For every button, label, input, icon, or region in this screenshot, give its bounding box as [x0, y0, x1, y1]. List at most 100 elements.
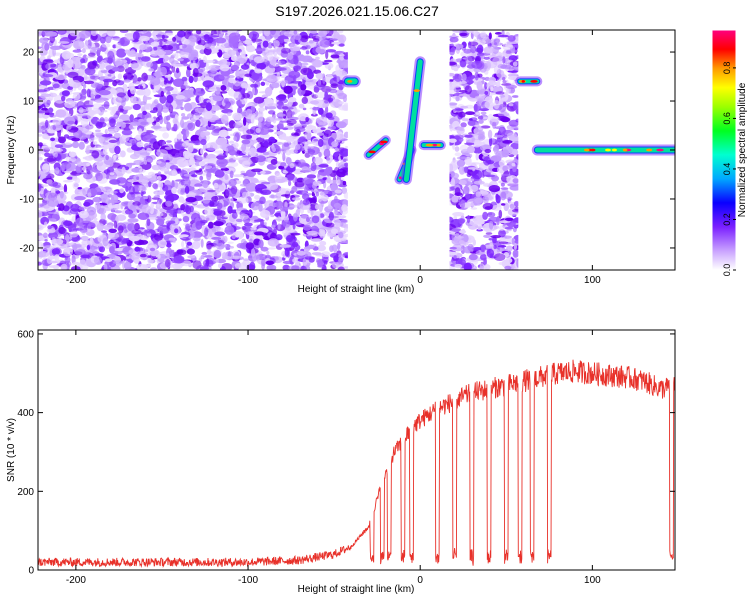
noise-blob [192, 260, 202, 270]
noise-blob [250, 105, 256, 113]
noise-blob [497, 111, 510, 117]
noise-blob [289, 43, 297, 52]
noise-blob [451, 228, 461, 232]
noise-blob [123, 261, 132, 270]
noise-blob [493, 99, 500, 110]
noise-blob [84, 40, 89, 46]
noise-blob [311, 233, 318, 237]
noise-blob [65, 156, 77, 163]
noise-blob [483, 46, 494, 54]
noise-blob [505, 84, 517, 89]
noise-blob [290, 80, 303, 84]
noise-blob [254, 194, 261, 200]
noise-blob [78, 107, 84, 114]
noise-blob [227, 161, 239, 167]
noise-blob [213, 249, 222, 259]
noise-blob [335, 121, 347, 129]
noise-blob [77, 68, 85, 77]
noise-blob [174, 152, 182, 158]
noise-blob [266, 105, 277, 110]
noise-blob [80, 254, 91, 259]
noise-blob [324, 100, 329, 104]
noise-blob [488, 80, 495, 86]
noise-blob [469, 218, 476, 226]
noise-blob [495, 193, 499, 200]
noise-blob [162, 132, 170, 139]
noise-blob [53, 151, 58, 158]
noise-blob [225, 247, 231, 250]
noise-blob [74, 249, 87, 256]
noise-blob [305, 79, 314, 83]
noise-blob [103, 263, 108, 270]
noise-blob [39, 251, 49, 258]
noise-blob [493, 134, 503, 138]
noise-blob [291, 265, 300, 270]
noise-blob [67, 120, 75, 125]
noise-blob [169, 56, 175, 64]
noise-blob [205, 61, 209, 71]
noise-blob [72, 141, 80, 149]
noise-blob [479, 263, 484, 270]
noise-blob [460, 122, 467, 128]
noise-blob [184, 185, 190, 194]
noise-blob [315, 191, 320, 197]
data-gap [518, 30, 533, 270]
noise-blob [64, 255, 71, 264]
noise-blob [341, 187, 348, 195]
colorbar-tick-label: 0.6 [722, 112, 732, 125]
noise-blob [325, 49, 337, 53]
noise-blob [485, 232, 493, 235]
noise-blob [313, 156, 323, 165]
noise-blob [107, 232, 120, 240]
spectrogram-ytick-label: -20 [20, 243, 35, 254]
noise-blob [127, 218, 139, 223]
noise-blob [318, 151, 322, 158]
noise-blob [108, 204, 120, 209]
noise-blob [339, 148, 350, 157]
noise-blob [473, 103, 478, 113]
noise-blob [127, 222, 136, 232]
noise-blob [38, 149, 43, 155]
noise-blob [287, 53, 294, 60]
noise-blob [208, 35, 220, 38]
noise-blob [334, 189, 342, 194]
noise-blob [277, 215, 281, 223]
noise-blob [113, 132, 121, 138]
noise-blob [495, 81, 501, 88]
noise-blob [509, 167, 520, 177]
noise-blob [251, 168, 263, 173]
noise-blob [101, 133, 113, 137]
noise-blob [291, 185, 298, 193]
noise-blob [203, 111, 213, 120]
noise-blob [302, 177, 312, 185]
noise-blob [313, 84, 325, 91]
noise-blob [136, 141, 144, 148]
noise-blob [503, 134, 508, 138]
noise-blob [98, 89, 111, 96]
noise-blob [121, 98, 126, 107]
noise-blob [59, 56, 65, 64]
noise-blob [506, 88, 510, 94]
noise-blob [504, 217, 514, 221]
noise-blob [511, 162, 516, 167]
noise-blob [324, 35, 333, 39]
noise-blob [296, 250, 306, 256]
noise-blob [260, 81, 266, 87]
noise-blob [203, 254, 213, 258]
noise-blob [476, 44, 484, 54]
noise-blob [228, 178, 237, 187]
noise-blob [139, 168, 146, 173]
noise-blob [215, 137, 228, 146]
noise-blob [39, 67, 43, 76]
noise-blob [319, 39, 331, 48]
noise-blob [48, 232, 58, 239]
noise-blob [500, 64, 512, 70]
noise-blob [137, 77, 142, 82]
noise-blob [502, 165, 508, 172]
noise-blob [480, 125, 491, 129]
noise-blob [470, 117, 478, 122]
tone-a-peak [431, 143, 438, 147]
noise-blob [292, 258, 297, 263]
noise-blob [309, 100, 320, 105]
